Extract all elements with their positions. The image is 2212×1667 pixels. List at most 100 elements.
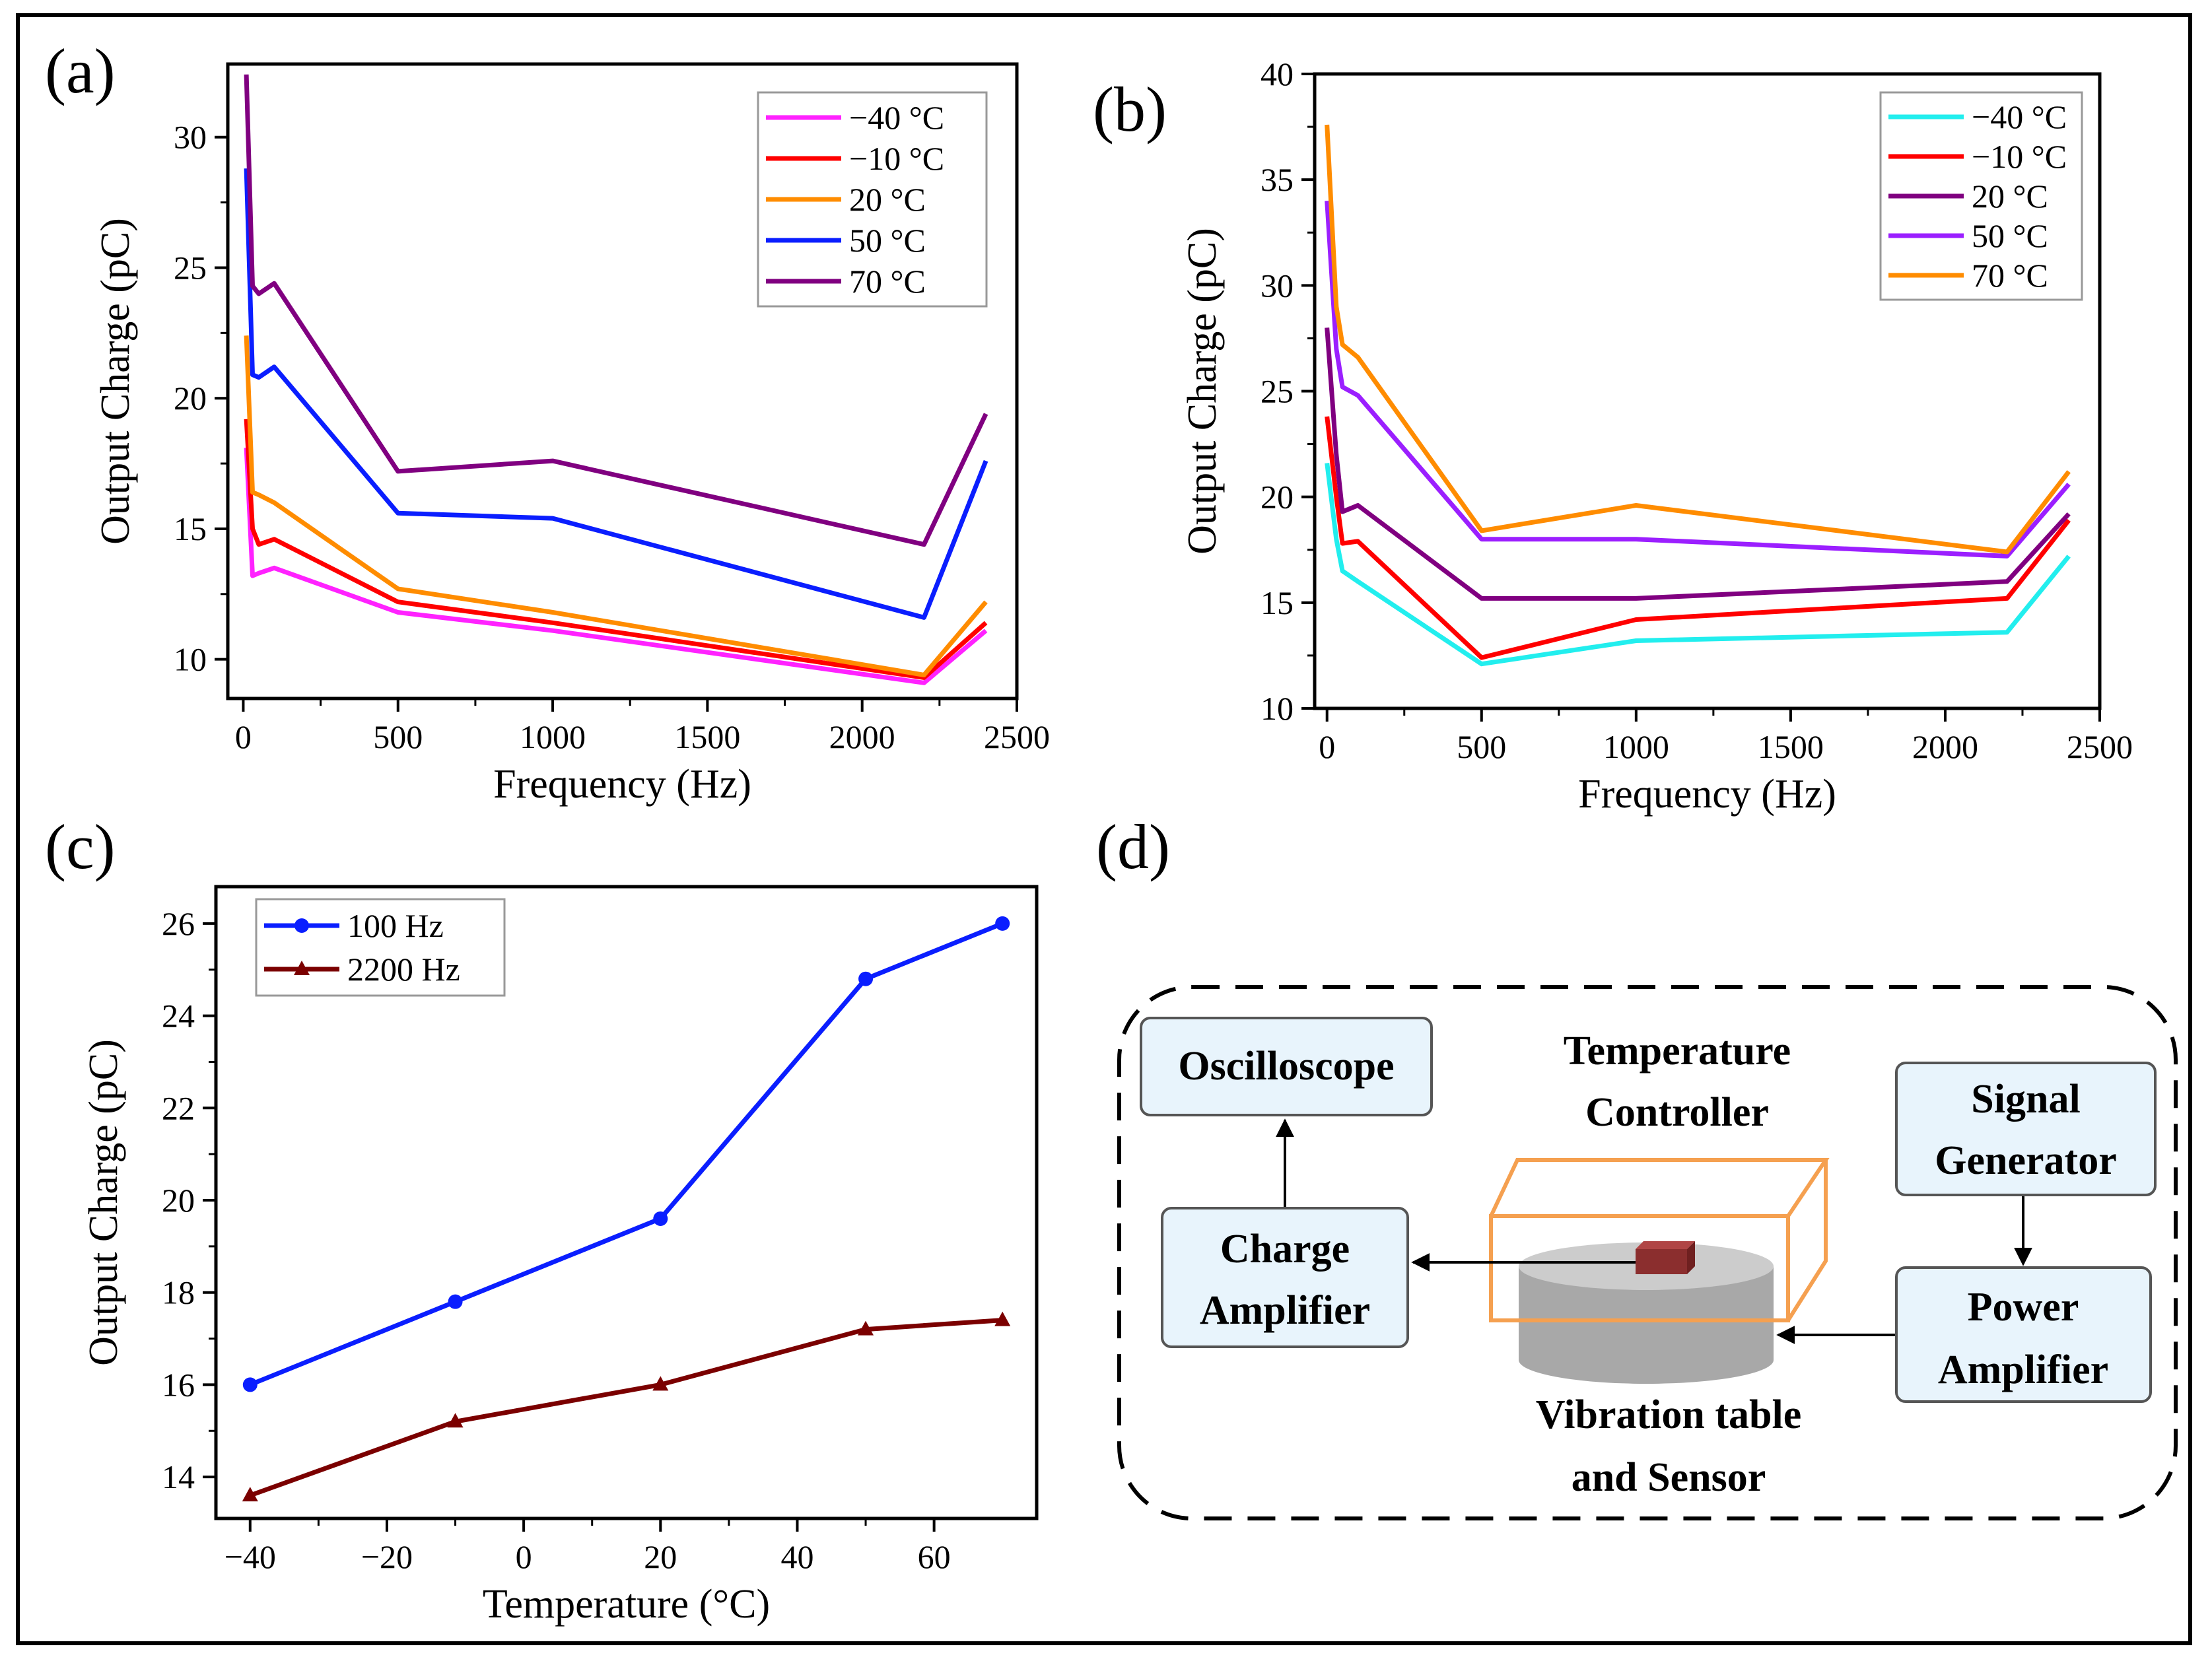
y-axis-title: Output Charge (pC) (93, 218, 138, 545)
legend-label: 20 °C (849, 181, 926, 218)
x-axis-title: Frequency (Hz) (1578, 772, 1836, 817)
power-amplifier-label-line2: Amplifier (1938, 1347, 2108, 1392)
chart-panel-c: (c) −40 −20 0 20 40 60 14 16 18 20 22 24 26 Temperatur… (45, 811, 1039, 1627)
y-tick-label: 15 (1261, 584, 1294, 621)
legend-label: 20 °C (1972, 178, 2048, 215)
temperature-chamber-icon (1489, 1158, 1830, 1322)
y-tick-label: 20 (162, 1182, 195, 1219)
plot-area-frame (226, 62, 1019, 700)
legend-box (255, 898, 506, 997)
data-point (242, 1377, 258, 1392)
legend-label: 50 °C (849, 222, 926, 259)
data-point (653, 1211, 668, 1226)
series-line-1 (1325, 416, 2071, 660)
charge-amplifier-label-line2: Amplifier (1200, 1288, 1370, 1333)
y-axis-title: Output Charge (pC) (81, 1039, 126, 1366)
legend-label: −10 °C (849, 140, 944, 177)
y-tick-label: 24 (162, 998, 195, 1035)
x-tick-label: 20 (644, 1538, 677, 1575)
diagram-panel-d: (d) Oscilloscope Charge Amplifier Signal… (1096, 811, 2178, 1520)
y-tick-label: 15 (174, 510, 207, 547)
panel-label: (b) (1093, 74, 1167, 145)
y-tick-label: 20 (174, 380, 207, 417)
data-point (994, 1311, 1011, 1326)
x-tick-label: 0 (516, 1538, 532, 1575)
legend-label: 100 Hz (347, 907, 444, 944)
x-tick-label: 1500 (674, 718, 740, 755)
legend-label: −40 °C (1972, 98, 2067, 135)
vibration-table-label-line2: and Sensor (1572, 1455, 1766, 1500)
temperature-controller-label-line1: Temperature (1564, 1029, 1791, 1073)
y-tick-label: 18 (162, 1274, 195, 1311)
legend-label: −40 °C (849, 99, 944, 136)
x-tick-label: 500 (1457, 728, 1506, 765)
y-tick-label: 35 (1261, 161, 1294, 198)
y-tick-label: 26 (162, 905, 195, 942)
y-axis-title: Output Charge (pC) (1180, 228, 1225, 555)
oscilloscope-box (1140, 1017, 1433, 1116)
y-tick-label: 10 (1261, 690, 1294, 727)
figure-frame (16, 13, 2192, 1645)
x-tick-label: 0 (1319, 728, 1335, 765)
panel-label: (a) (45, 36, 116, 106)
x-tick-label: 60 (918, 1538, 951, 1575)
charge-amplifier-label-line1: Charge (1220, 1227, 1350, 1272)
x-axis-title: Frequency (Hz) (493, 762, 751, 807)
series-line-3 (1325, 200, 2071, 559)
data-point (995, 916, 1010, 931)
x-tick-label: 1500 (1758, 728, 1824, 765)
data-point (858, 971, 874, 986)
y-tick-label: 30 (1261, 267, 1294, 304)
legend: 100 Hz 2200 Hz (255, 898, 506, 997)
series-line-3 (244, 168, 988, 620)
x-tick-label: 2500 (2067, 728, 2133, 765)
series-line-0 (244, 448, 988, 685)
chart-panel-a: (a) 0 500 1000 1500 2000 2500 10 15 20 25 30 Frequen… (45, 36, 1050, 807)
x-tick-label: 2500 (984, 718, 1050, 755)
series-line-1 (244, 419, 988, 680)
charge-amplifier-box (1161, 1207, 1409, 1348)
legend-label: 2200 Hz (347, 951, 460, 988)
x-tick-label: 1000 (1603, 728, 1669, 765)
data-point (242, 1487, 258, 1502)
data-point (652, 1376, 669, 1391)
series-line-2 (244, 335, 988, 677)
y-tick-label: 25 (1261, 373, 1294, 410)
legend-label: −10 °C (1972, 138, 2067, 175)
x-tick-label: −20 (361, 1538, 413, 1575)
x-tick-label: 1000 (520, 718, 586, 755)
x-tick-label: 2000 (829, 718, 895, 755)
x-tick-label: 2000 (1912, 728, 1978, 765)
series-line-4 (244, 74, 988, 547)
legend-label: 70 °C (1972, 257, 2048, 294)
data-point (448, 1294, 463, 1309)
power-amplifier-box (1895, 1266, 2152, 1403)
signal-generator-box (1895, 1062, 2157, 1196)
x-tick-label: 40 (780, 1538, 813, 1575)
y-tick-label: 30 (174, 119, 207, 156)
legend: −40 °C−10 °C20 °C50 °C70 °C (1879, 91, 2083, 301)
series-line-0 (1325, 462, 2071, 667)
temperature-controller-label-line2: Controller (1585, 1090, 1769, 1135)
power-amplifier-label-line1: Power (1968, 1285, 2079, 1330)
data-point (858, 1320, 874, 1336)
legend-marker (294, 961, 310, 975)
legend-label: 70 °C (849, 263, 926, 300)
y-tick-label: 16 (162, 1366, 195, 1403)
series-line-4 (1325, 124, 2071, 555)
sensor-icon (1636, 1241, 1695, 1274)
x-tick-label: 500 (373, 718, 423, 755)
y-tick-label: 40 (1261, 55, 1294, 92)
y-tick-label: 25 (174, 249, 207, 286)
x-axis-title: Temperature (°C) (483, 1582, 770, 1627)
x-tick-label: −40 (225, 1538, 276, 1575)
chart-panel-b: (b) 0 500 1000 1500 2000 2500 10 15 20 25 30 35 40 Fre… (1093, 55, 2133, 817)
y-tick-label: 20 (1261, 479, 1294, 516)
y-tick-label: 22 (162, 1089, 195, 1126)
data-point (447, 1413, 464, 1428)
panel-label: (c) (45, 811, 116, 882)
legend-marker (294, 918, 309, 933)
oscilloscope-label: Oscilloscope (1178, 1044, 1394, 1089)
